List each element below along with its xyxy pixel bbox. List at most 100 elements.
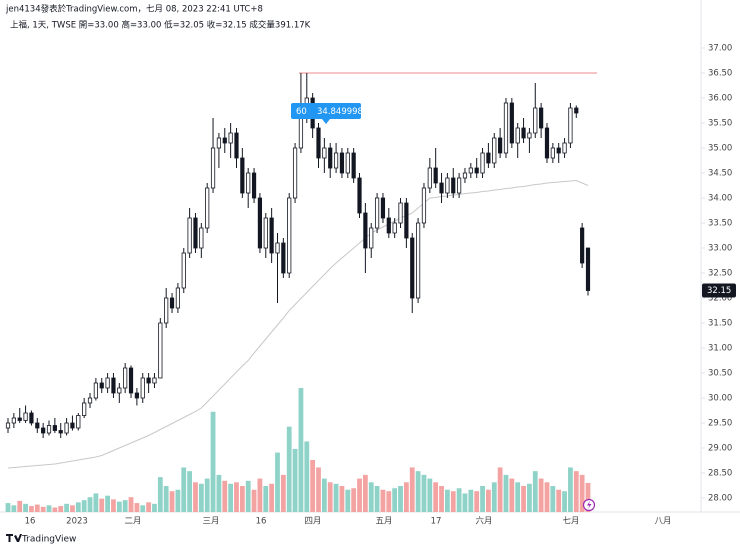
- moving-average: [7, 179, 589, 469]
- volume-bar: [105, 495, 110, 512]
- volume-bar: [333, 483, 339, 512]
- brand-logo: [6, 534, 22, 542]
- volume-bar: [327, 482, 333, 512]
- volume-bar: [52, 507, 58, 512]
- volume-bar: [198, 483, 204, 512]
- volume-bar: [456, 488, 462, 512]
- candle-body: [281, 242, 286, 274]
- volume-bar: [503, 474, 509, 512]
- volume-bar: [491, 482, 497, 512]
- volume-bar: [321, 478, 327, 512]
- candle-body: [421, 187, 427, 224]
- volume-bar: [515, 482, 521, 512]
- volume-bar: [527, 483, 532, 512]
- candle-body: [345, 152, 350, 174]
- x-tick-label: 2023: [66, 517, 88, 527]
- last-price-box: [702, 283, 736, 298]
- candle-body: [503, 102, 509, 154]
- candle-body: [87, 397, 93, 404]
- y-tick-label: 30.50: [708, 369, 732, 379]
- candle-body: [333, 152, 339, 169]
- candle-body: [234, 132, 239, 159]
- volume-bar: [204, 478, 210, 512]
- volume-bar: [23, 503, 28, 512]
- volume-bar: [538, 478, 544, 512]
- y-tick-label: 37.00: [708, 44, 732, 54]
- volume-bar: [579, 474, 585, 512]
- candle-body: [164, 297, 169, 324]
- volume-bar: [58, 506, 64, 512]
- volume-bar: [532, 471, 538, 512]
- volume-bar: [292, 448, 298, 512]
- candle-body: [445, 177, 450, 194]
- x-tick-label: 二月: [124, 517, 141, 527]
- volume-bar: [386, 491, 392, 512]
- volume-bar: [210, 411, 216, 512]
- volume-bar: [263, 486, 269, 512]
- candle-body: [222, 137, 227, 144]
- candle-body: [76, 415, 81, 429]
- volume-bar: [351, 488, 357, 512]
- candle-body: [386, 217, 391, 234]
- candle-body: [240, 157, 245, 194]
- y-tick-label: 32.00: [708, 294, 732, 304]
- event-icon: [587, 501, 592, 509]
- volume-bar: [550, 486, 556, 512]
- volume-bar: [415, 471, 421, 512]
- volume-bar: [181, 467, 187, 512]
- tooltip-box: [291, 103, 361, 119]
- volume-bar: [380, 489, 386, 512]
- volume-bar: [257, 478, 263, 512]
- candle-body: [527, 132, 532, 139]
- volume-bar: [228, 483, 234, 512]
- candle-body: [246, 172, 251, 194]
- tooltip-pointer: [322, 119, 330, 124]
- candle-body: [11, 417, 16, 424]
- brand: TradingView: [21, 535, 76, 545]
- candle-body: [181, 252, 186, 289]
- candle-body: [17, 417, 22, 421]
- candle-body: [70, 422, 75, 429]
- candle-body: [439, 182, 444, 194]
- volume-bar: [585, 482, 591, 512]
- candle-body: [380, 197, 386, 219]
- volume-bar: [421, 474, 427, 512]
- y-tick-label: 33.00: [708, 244, 732, 254]
- volume-bar: [116, 501, 122, 512]
- volume-bar: [468, 489, 474, 512]
- y-tick-label: 29.50: [708, 419, 732, 429]
- volume-bar: [157, 477, 163, 512]
- candle-body: [539, 107, 544, 129]
- x-tick-label: 七月: [562, 517, 579, 527]
- x-tick-label: 三月: [202, 517, 219, 527]
- volume-bar: [556, 489, 562, 512]
- y-tick-label: 31.50: [708, 319, 732, 329]
- volume-bar: [368, 482, 374, 512]
- x-tick-label: 八月: [654, 517, 671, 527]
- volume-bar: [34, 504, 40, 512]
- x-tick-label: 16: [25, 517, 36, 527]
- volume-bar: [245, 480, 251, 512]
- candle-body: [316, 127, 321, 159]
- candle-body: [93, 382, 98, 399]
- candle-body: [498, 137, 503, 154]
- candle-body: [23, 412, 28, 421]
- candle-body: [287, 197, 292, 274]
- candle-body: [269, 217, 274, 254]
- volume-bar: [111, 499, 116, 512]
- y-tick-label: 28.00: [708, 494, 732, 504]
- volume-bar: [286, 426, 292, 512]
- y-tick-label: 29.00: [708, 444, 732, 454]
- candle-body: [169, 297, 175, 309]
- candle-body: [339, 152, 345, 174]
- candle-body: [46, 425, 52, 434]
- x-tick-label: 五月: [375, 517, 392, 527]
- candle-body: [322, 147, 327, 159]
- y-tick-label: 34.00: [708, 194, 732, 204]
- candle-body: [193, 217, 198, 249]
- candle-body: [158, 322, 163, 379]
- tooltip: 60 34.849998: [291, 103, 363, 124]
- volume-bar: [169, 491, 175, 512]
- volume-bar: [75, 502, 81, 512]
- volume-bar: [222, 480, 228, 512]
